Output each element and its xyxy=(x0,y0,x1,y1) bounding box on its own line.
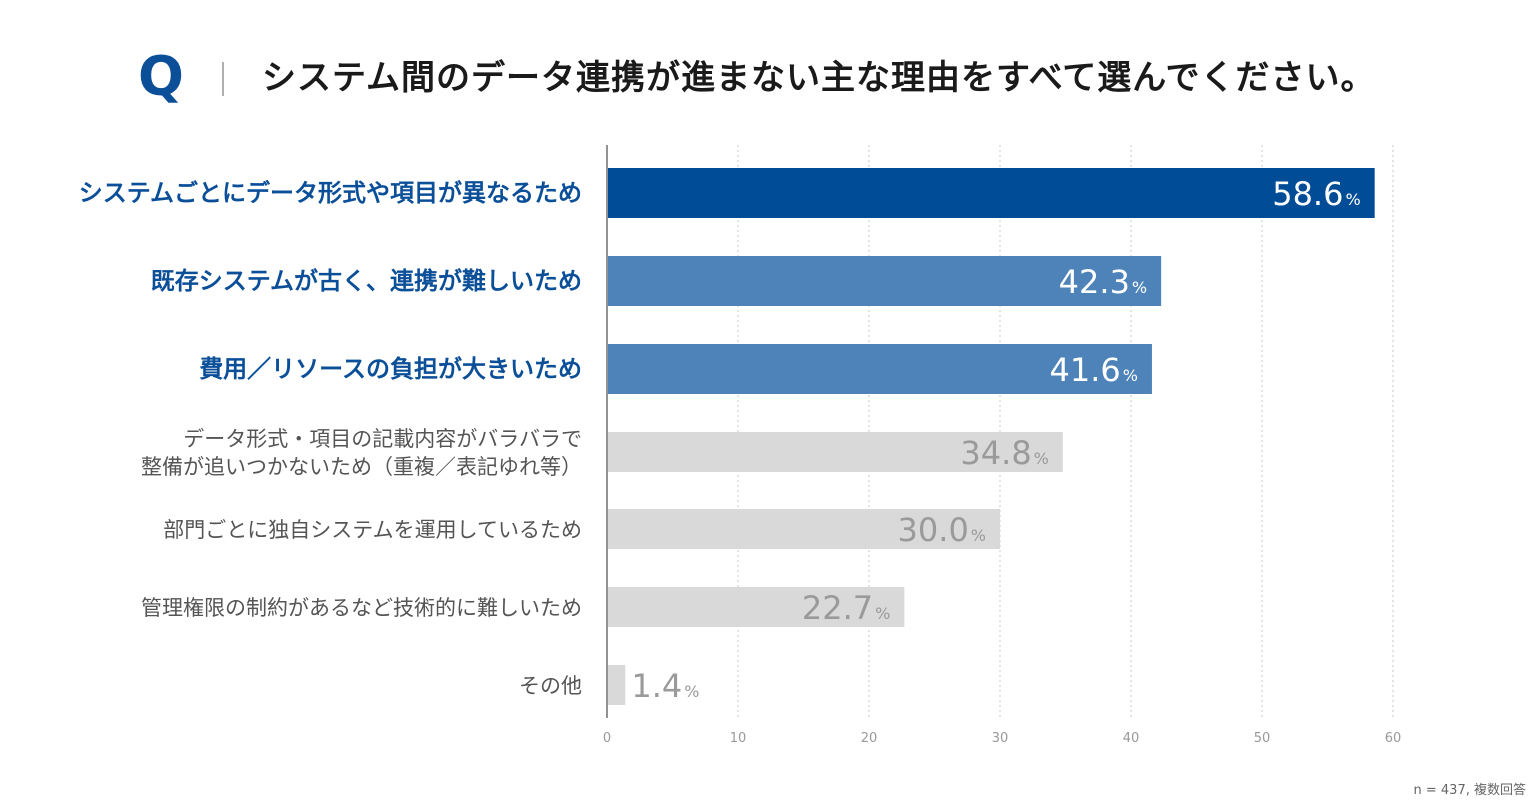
bar xyxy=(608,432,1063,472)
bar xyxy=(608,256,1162,306)
bar-value-label: 41.6% xyxy=(1050,351,1138,389)
bar xyxy=(608,168,1375,218)
category-label: 部門ごとに独自システムを運用しているため xyxy=(163,518,582,542)
bar xyxy=(608,344,1152,394)
bar-value-number: 42.3 xyxy=(1059,263,1130,301)
bar-value-unit: % xyxy=(1345,190,1360,209)
question-title: システム間のデータ連携が進まない主な理由をすべて選んでください。 xyxy=(262,58,1376,98)
category-label: 費用／リソースの負担が大きいため xyxy=(199,355,582,383)
bar-value-label: 58.6% xyxy=(1272,175,1360,213)
question-q-mark: Q xyxy=(138,45,184,108)
bar-value-number: 30.0 xyxy=(898,511,969,549)
bar-value-unit: % xyxy=(1132,278,1147,297)
bar-value-label: 42.3% xyxy=(1059,263,1147,301)
category-label: 整備が追いつかないため（重複／表記ゆれ等） xyxy=(141,455,582,479)
category-label: システムごとにデータ形式や項目が異なるため xyxy=(79,179,582,207)
bar-value-number: 41.6 xyxy=(1050,351,1121,389)
bar-value-unit: % xyxy=(875,604,890,623)
bar-value-unit: % xyxy=(971,526,986,545)
x-tick-label: 0 xyxy=(603,731,611,746)
x-tick-label: 60 xyxy=(1385,731,1402,746)
bar xyxy=(608,665,626,705)
bar-value-unit: % xyxy=(684,682,699,701)
bar-value-unit: % xyxy=(1034,449,1049,468)
bar-value-number: 22.7 xyxy=(802,589,873,627)
bar-value-label: 22.7% xyxy=(802,589,890,627)
category-label: 既存システムが古く、連携が難しいため xyxy=(151,267,582,295)
bar xyxy=(608,509,1000,549)
bar-value-unit: % xyxy=(1123,366,1138,385)
category-label: 管理権限の制約があるなど技術的に難しいため xyxy=(141,596,582,620)
bar-value-number: 1.4 xyxy=(631,667,682,705)
x-tick-label: 10 xyxy=(730,731,747,746)
x-tick-label: 40 xyxy=(1123,731,1140,746)
x-tick-label: 20 xyxy=(861,731,878,746)
sample-footnote: n = 437, 複数回答 xyxy=(1413,783,1526,798)
bar-value-number: 34.8 xyxy=(960,434,1031,472)
bar-value-label: 34.8% xyxy=(960,434,1048,472)
x-tick-label: 50 xyxy=(1254,731,1271,746)
bar-value-number: 58.6 xyxy=(1272,175,1343,213)
header-separator xyxy=(222,62,224,96)
bar-value-label: 30.0% xyxy=(898,511,986,549)
x-tick-label: 30 xyxy=(992,731,1009,746)
bar-value-label: 1.4% xyxy=(631,667,699,705)
category-label: その他 xyxy=(519,674,582,698)
category-label: データ形式・項目の記載内容がバラバラで xyxy=(183,427,582,451)
bar xyxy=(608,587,905,627)
